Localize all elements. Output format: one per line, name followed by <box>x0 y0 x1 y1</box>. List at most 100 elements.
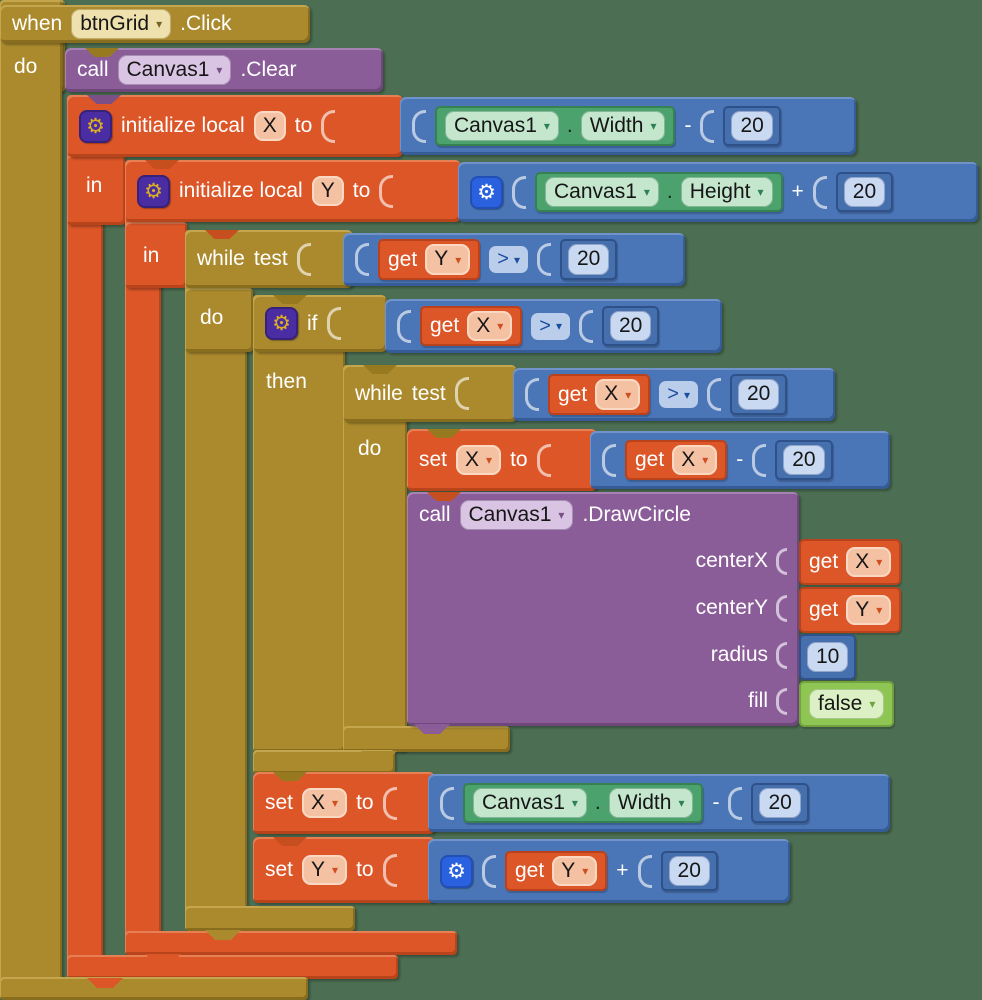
when-keyword: when <box>12 12 63 35</box>
init-y-value-add-block[interactable]: ⚙ Canvas1 ▾ . Height ▾ + 20 <box>458 162 978 222</box>
get-y-block[interactable]: get Y ▾ <box>378 239 481 280</box>
get-y-block[interactable]: get Y ▾ <box>505 850 608 892</box>
init-local-x-in-gutter[interactable] <box>67 155 125 225</box>
if-block[interactable]: ⚙ if <box>253 295 387 352</box>
set-x-reset-block[interactable]: set X ▾ to <box>253 772 435 834</box>
number-field[interactable]: 20 <box>843 176 886 208</box>
when-block-bottom-bar[interactable] <box>0 977 308 1000</box>
number-field[interactable]: 20 <box>737 379 780 410</box>
mutator-gear-icon[interactable]: ⚙ <box>470 175 503 209</box>
while-inner-spine[interactable] <box>343 365 407 751</box>
when-event-block[interactable]: when btnGrid ▾ .Click <box>0 5 310 43</box>
number-field[interactable]: 20 <box>567 244 610 275</box>
if-block-spine[interactable] <box>253 295 345 752</box>
var-x-dropdown[interactable]: X ▾ <box>595 379 641 410</box>
set-y-increment-block[interactable]: set Y ▾ to <box>253 837 435 903</box>
while-outer-bottom-bar[interactable] <box>185 906 355 931</box>
canvas1-component-dropdown[interactable]: Canvas1 ▾ <box>117 54 232 86</box>
number-block[interactable]: 20 <box>660 850 718 892</box>
value-socket <box>355 243 369 276</box>
false-dropdown[interactable]: false ▾ <box>809 688 885 720</box>
init-local-y-spine[interactable] <box>125 160 161 955</box>
var-y-dropdown[interactable]: Y ▾ <box>846 594 892 626</box>
mutator-gear-icon[interactable]: ⚙ <box>79 109 112 143</box>
do-label: do <box>358 437 382 460</box>
property-dot: . <box>594 791 601 814</box>
btngrid-component-dropdown[interactable]: btnGrid ▾ <box>71 8 172 40</box>
when-block-spine[interactable] <box>0 0 62 995</box>
while-outer-test-compare-block[interactable]: get Y ▾ > ▾ 20 <box>343 233 685 286</box>
number-block[interactable]: 20 <box>751 782 809 824</box>
get-x-block[interactable]: get X ▾ <box>799 539 902 585</box>
number-field[interactable]: 20 <box>759 787 801 819</box>
while-inner-block[interactable]: while test <box>343 365 517 422</box>
local-var-y-field[interactable]: Y <box>311 175 344 207</box>
component-dropdown[interactable]: Canvas1 ▾ <box>545 176 659 208</box>
gt-operator-dropdown[interactable]: > ▾ <box>659 381 698 408</box>
minus-operator: - <box>684 114 692 137</box>
local-var-x-field[interactable]: X <box>253 110 286 142</box>
gt-operator-dropdown[interactable]: > ▾ <box>489 246 528 273</box>
var-x-dropdown[interactable]: X ▾ <box>672 444 718 476</box>
mutator-gear-icon[interactable]: ⚙ <box>265 307 298 340</box>
canvas-height-getter-block[interactable]: Canvas1 ▾ . Height ▾ <box>535 171 783 213</box>
get-x-block[interactable]: get X ▾ <box>548 374 651 415</box>
if-test-compare-block[interactable]: get X ▾ > ▾ 20 <box>385 299 722 353</box>
var-y-dropdown[interactable]: Y ▾ <box>302 854 348 886</box>
number-block[interactable]: 20 <box>729 374 788 415</box>
gt-operator-dropdown[interactable]: > ▾ <box>531 312 570 340</box>
logic-false-block[interactable]: false ▾ <box>799 681 895 727</box>
set-x-value-subtract-block[interactable]: Canvas1 ▾ . Width ▾ - 20 <box>428 774 890 832</box>
value-socket <box>482 854 496 888</box>
property-height-dropdown[interactable]: Height ▾ <box>680 176 773 208</box>
set-x-value-subtract-block[interactable]: get X ▾ - 20 <box>590 431 890 489</box>
number-block[interactable]: 20 <box>723 105 781 147</box>
number-field[interactable]: 10 <box>807 641 849 673</box>
canvas1-component-dropdown[interactable]: Canvas1 ▾ <box>459 499 574 531</box>
while-inner-test-compare-block[interactable]: get X ▾ > ▾ 20 <box>513 368 835 421</box>
var-x-dropdown[interactable]: X ▾ <box>846 546 892 578</box>
mutator-gear-icon[interactable]: ⚙ <box>137 174 170 208</box>
number-field[interactable]: 20 <box>731 110 773 142</box>
init-local-y-block[interactable]: ⚙ initialize local Y to <box>125 160 461 222</box>
call-drawcircle-block[interactable]: call Canvas1 ▾ .DrawCircle <box>407 492 799 726</box>
var-y-dropdown[interactable]: Y ▾ <box>425 244 471 275</box>
init-local-x-block[interactable]: ⚙ initialize local X to <box>67 95 403 157</box>
drawcircle-header: call Canvas1 ▾ .DrawCircle <box>407 492 799 538</box>
component-dropdown[interactable]: Canvas1 ▾ <box>473 787 587 819</box>
init-local-x-bottom-bar[interactable] <box>67 955 398 979</box>
property-width-dropdown[interactable]: Width ▾ <box>608 787 694 819</box>
var-y-dropdown[interactable]: Y ▾ <box>552 855 598 887</box>
number-block[interactable]: 20 <box>601 305 660 347</box>
init-x-value-subtract-block[interactable]: Canvas1 ▾ . Width ▾ - 20 <box>400 97 856 155</box>
component-dropdown[interactable]: Canvas1 ▾ <box>445 110 559 142</box>
set-y-value-add-block[interactable]: ⚙ get Y ▾ + 20 <box>428 839 790 903</box>
while-outer-do-gutter[interactable] <box>185 288 253 352</box>
canvas-width-getter-block[interactable]: Canvas1 ▾ . Width ▾ <box>463 782 704 824</box>
number-field[interactable]: 20 <box>668 855 710 887</box>
while-outer-block[interactable]: while test <box>185 230 353 288</box>
call-clear-block[interactable]: call Canvas1 ▾ .Clear <box>65 48 383 92</box>
property-width-dropdown[interactable]: Width ▾ <box>580 110 666 142</box>
init-local-y-in-gutter[interactable] <box>125 222 187 288</box>
dropdown-arrow-icon: ▾ <box>156 17 163 31</box>
var-x-dropdown[interactable]: X ▾ <box>302 787 348 819</box>
var-x-dropdown[interactable]: X ▾ <box>456 444 502 476</box>
get-x-block[interactable]: get X ▾ <box>420 305 523 347</box>
set-x-decrement-block[interactable]: set X ▾ to <box>407 429 597 491</box>
number-block[interactable]: 20 <box>559 239 618 280</box>
connector-notch <box>363 365 397 374</box>
mutator-gear-icon[interactable]: ⚙ <box>440 854 473 888</box>
number-field[interactable]: 20 <box>783 444 825 476</box>
get-y-block[interactable]: get Y ▾ <box>799 587 902 633</box>
get-x-block[interactable]: get X ▾ <box>625 439 728 481</box>
number-block[interactable]: 20 <box>835 171 894 213</box>
number-block[interactable]: 20 <box>775 439 833 481</box>
number-radius-block[interactable]: 10 <box>799 634 857 680</box>
var-x-dropdown[interactable]: X ▾ <box>467 310 513 342</box>
init-local-x-spine[interactable] <box>67 95 103 979</box>
canvas-width-getter-block[interactable]: Canvas1 ▾ . Width ▾ <box>435 105 676 147</box>
number-field[interactable]: 20 <box>609 310 652 342</box>
call-keyword: call <box>419 503 451 526</box>
init-local-y-bottom-bar[interactable] <box>125 931 457 955</box>
